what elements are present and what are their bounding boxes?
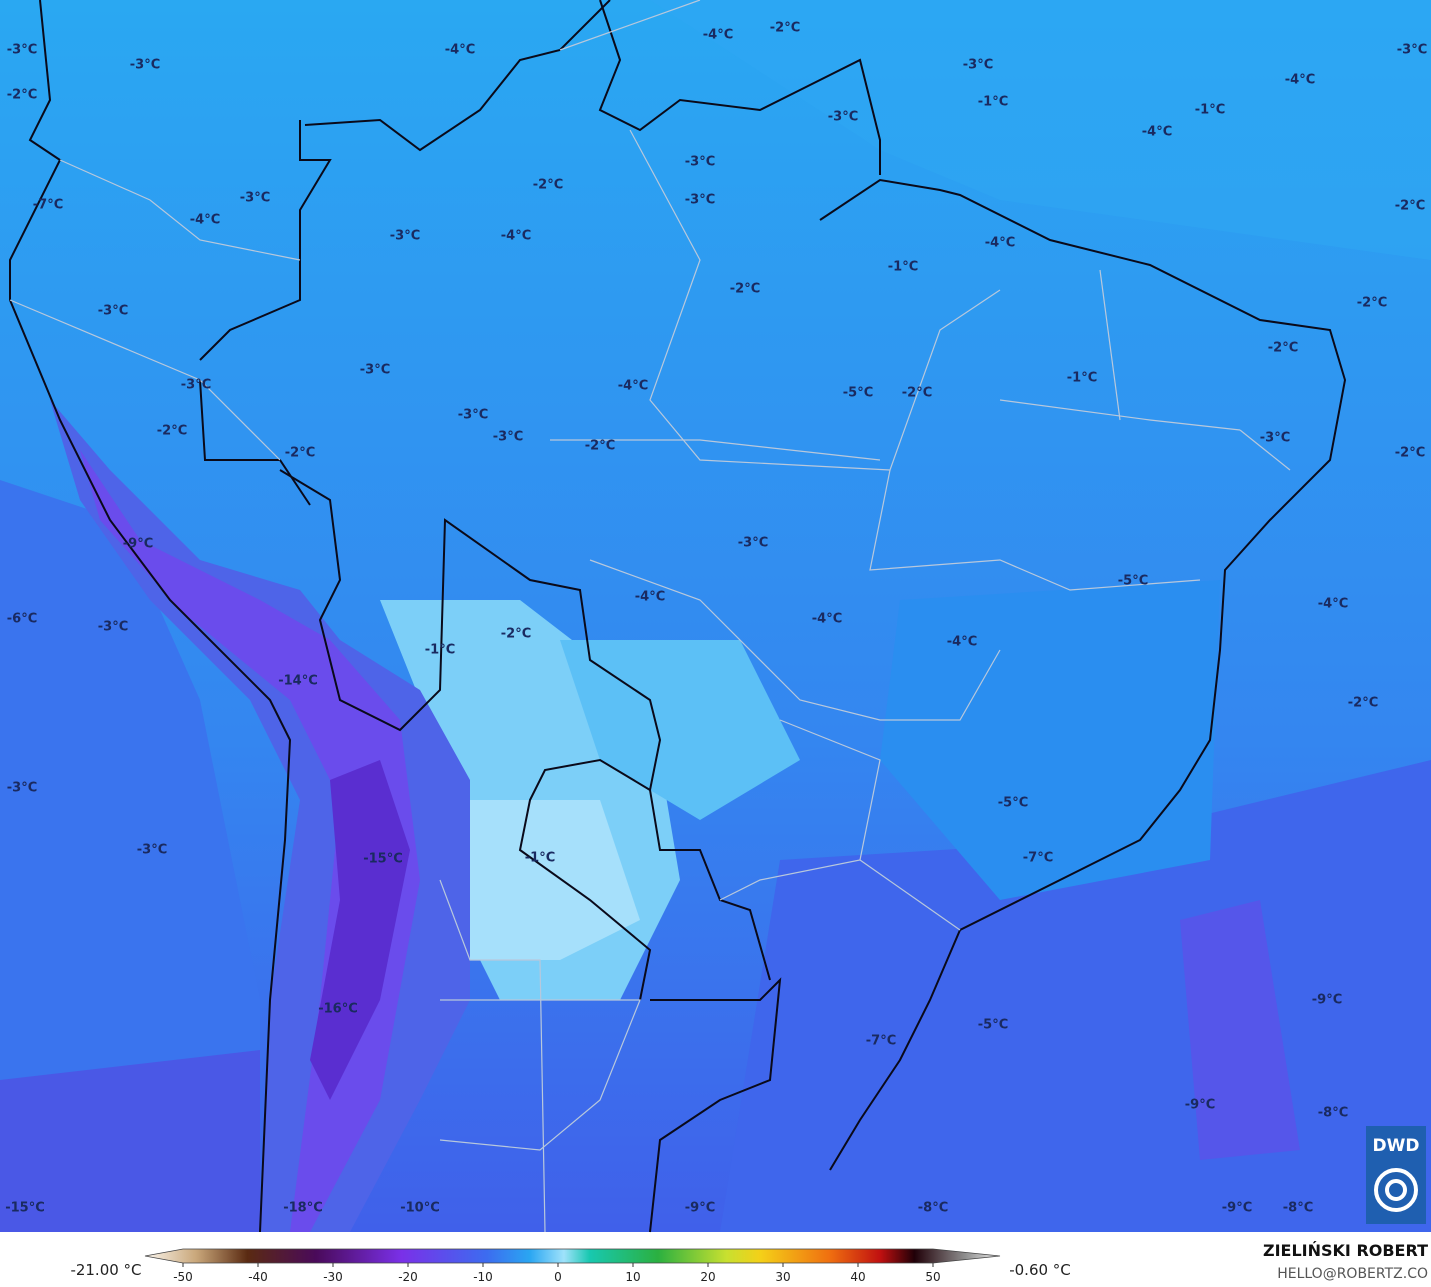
temperature-label: -3°C xyxy=(493,430,523,445)
temperature-label: -2°C xyxy=(1348,696,1378,711)
temperature-labels: -3°C -2°C -3°C -4°C -4°C -2°C -3°C -4°C -3°C -1°C… xyxy=(5,21,1427,1216)
colorbar-tick-label: 10 xyxy=(625,1270,640,1284)
temperature-label: -9°C xyxy=(123,537,153,552)
temperature-label: -3°C xyxy=(181,378,211,393)
temperature-label: -8°C xyxy=(918,1201,948,1216)
temperature-label: -1°C xyxy=(978,95,1008,110)
temperature-label: -9°C xyxy=(1185,1098,1215,1113)
colorbar-tick-label: 30 xyxy=(775,1270,790,1284)
temperature-label: -5°C xyxy=(843,386,873,401)
colorbar-tick-label: 0 xyxy=(554,1270,562,1284)
temperature-label: -2°C xyxy=(1357,296,1387,311)
author-email: HELLO@ROBERTZ.CO xyxy=(1277,1266,1428,1282)
temperature-label: -3°C xyxy=(738,536,768,551)
colorbar: -21.00 °C -0.60 °C -50 -40 -30 -20 -10 0 10 20 3… xyxy=(70,1248,1071,1284)
colorbar-tick-label: 40 xyxy=(850,1270,865,1284)
temperature-label: -4°C xyxy=(703,28,733,43)
temperature-label: -5°C xyxy=(1118,574,1148,589)
temperature-label: -3°C xyxy=(685,155,715,170)
temperature-label: -3°C xyxy=(685,193,715,208)
temperature-label: -3°C xyxy=(137,843,167,858)
temperature-label: -18°C xyxy=(283,1201,323,1216)
temperature-label: -3°C xyxy=(390,229,420,244)
temperature-label: -3°C xyxy=(130,58,160,73)
dwd-logo: DWD xyxy=(1366,1126,1426,1224)
temperature-label: -4°C xyxy=(618,379,648,394)
temperature-label: -8°C xyxy=(1318,1106,1348,1121)
temperature-label: -4°C xyxy=(985,236,1015,251)
temperature-label: -2°C xyxy=(1395,199,1425,214)
temperature-label: -3°C xyxy=(1260,431,1290,446)
temperature-label: -2°C xyxy=(157,424,187,439)
temperature-label: -4°C xyxy=(947,635,977,650)
temperature-label: -7°C xyxy=(866,1034,896,1049)
temperature-label: -4°C xyxy=(501,229,531,244)
temperature-label: -1°C xyxy=(425,643,455,658)
temperature-label: -3°C xyxy=(458,408,488,423)
temperature-label: -1°C xyxy=(525,851,555,866)
temperature-label: -3°C xyxy=(1397,43,1427,58)
temperature-label: -2°C xyxy=(533,178,563,193)
colorbar-max-label: -0.60 °C xyxy=(1009,1261,1071,1279)
temperature-label: -2°C xyxy=(902,386,932,401)
temperature-label: -3°C xyxy=(98,620,128,635)
temperature-label: -4°C xyxy=(635,590,665,605)
temperature-label: -2°C xyxy=(585,439,615,454)
colorbar-tick-label: -10 xyxy=(473,1270,493,1284)
temperature-label: -1°C xyxy=(1067,371,1097,386)
temperature-label: -9°C xyxy=(1222,1201,1252,1216)
temperature-label: -4°C xyxy=(1142,125,1172,140)
temperature-label: -3°C xyxy=(828,110,858,125)
colorbar-tick-label: -30 xyxy=(323,1270,343,1284)
logo-text: DWD xyxy=(1373,1136,1420,1156)
temperature-label: -6°C xyxy=(7,612,37,627)
temperature-label: -1°C xyxy=(1195,103,1225,118)
temperature-label: -2°C xyxy=(1395,446,1425,461)
temperature-label: -9°C xyxy=(1312,993,1342,1008)
temperature-label: -2°C xyxy=(770,21,800,36)
temperature-label: -10°C xyxy=(400,1201,440,1216)
temperature-label: -2°C xyxy=(501,627,531,642)
temperature-label: -8°C xyxy=(1283,1201,1313,1216)
colorbar-tick-label: -40 xyxy=(248,1270,268,1284)
map: -3°C -2°C -3°C -4°C -4°C -2°C -3°C -4°C -3°C -1°C… xyxy=(0,0,1431,1233)
temperature-label: -7°C xyxy=(33,198,63,213)
temperature-label: -4°C xyxy=(1285,73,1315,88)
temperature-label: -3°C xyxy=(7,781,37,796)
temperature-label: -5°C xyxy=(998,796,1028,811)
temperature-label: -9°C xyxy=(685,1201,715,1216)
temperature-label: -16°C xyxy=(318,1002,358,1017)
temperature-label: -2°C xyxy=(285,446,315,461)
colorbar-tick-label: 20 xyxy=(700,1270,715,1284)
temperature-label: -15°C xyxy=(363,852,403,867)
temperature-label: -14°C xyxy=(278,674,318,689)
temperature-label: -7°C xyxy=(1023,851,1053,866)
temperature-label: -2°C xyxy=(7,88,37,103)
temperature-label: -4°C xyxy=(812,612,842,627)
temperature-label: -4°C xyxy=(445,43,475,58)
temperature-label: -1°C xyxy=(888,260,918,275)
colorbar-tick-label: -50 xyxy=(173,1270,193,1284)
temperature-label: -3°C xyxy=(98,304,128,319)
temperature-label: -3°C xyxy=(360,363,390,378)
temperature-label: -4°C xyxy=(1318,597,1348,612)
author-name: ZIELIŃSKI ROBERT xyxy=(1263,1241,1428,1260)
temperature-label: -3°C xyxy=(963,58,993,73)
temperature-label: -3°C xyxy=(240,191,270,206)
temperature-label: -4°C xyxy=(190,213,220,228)
temperature-label: -3°C xyxy=(7,43,37,58)
temperature-label: -15°C xyxy=(5,1201,45,1216)
temperature-label: -5°C xyxy=(978,1018,1008,1033)
colorbar-tick-label: -20 xyxy=(398,1270,418,1284)
temperature-label: -2°C xyxy=(730,282,760,297)
colorbar-tick-label: 50 xyxy=(925,1270,940,1284)
colorbar-min-label: -21.00 °C xyxy=(70,1261,141,1279)
temperature-label: -2°C xyxy=(1268,341,1298,356)
